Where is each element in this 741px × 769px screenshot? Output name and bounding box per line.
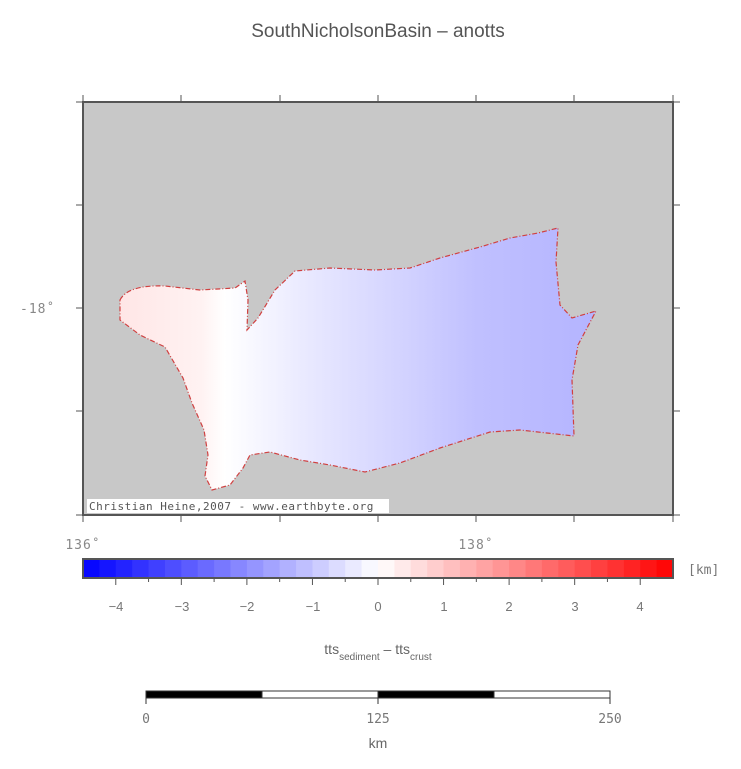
colorbar-tick-label: 1 [440,599,447,614]
colorbar-cell [541,559,559,578]
colorbar-cell [99,559,117,578]
colorbar-cell [656,559,674,578]
map-title: SouthNicholsonBasin – anotts [251,21,505,42]
colorbar-cell [263,559,281,578]
colorbar-cell [427,559,445,578]
colorbar-title: ttssediment – ttscrust [324,641,432,663]
colorbar-cell [378,559,395,578]
frame-ticks [76,95,680,522]
colorbar-cell [230,559,248,578]
scale-label-250: 250 [598,712,621,727]
colorbar-cell [361,559,379,578]
colorbar-cell [328,559,346,578]
map-frame: Christian Heine,2007 - www.earthbyte.org [76,95,680,522]
colorbar-title-sep: – tts [380,641,410,657]
colorbar-cell [246,559,264,578]
colorbar-ticks [115,578,641,585]
colorbar-tick-label: −4 [109,599,124,614]
colorbar-cell [181,559,199,578]
lat-label: -18˚ [20,301,55,317]
colorbar-cell [279,559,297,578]
colorbar-cells [83,559,674,578]
colorbar-cell [83,559,100,578]
colorbar-cell [197,559,215,578]
colorbar-cell [394,559,412,578]
colorbar: [km] −4 −3 −2 −1 0 1 2 3 4 [82,558,719,614]
colorbar-cell [115,559,133,578]
colorbar-cell [509,559,526,578]
scale-bar: 0 125 250 km [142,690,622,751]
colorbar-cell [148,559,166,578]
colorbar-cell [591,559,608,578]
colorbar-title-main: tts [324,641,339,657]
lon-label-136: 136˚ [65,537,100,553]
colorbar-cell [476,559,494,578]
colorbar-cell [459,559,477,578]
colorbar-cell [492,559,510,578]
lon-label-138: 138˚ [458,537,493,553]
colorbar-tick-label: 3 [571,599,578,614]
colorbar-cell [623,559,641,578]
colorbar-cell [345,559,363,578]
colorbar-cell [214,559,231,578]
colorbar-tick-label: −1 [306,599,321,614]
credit-box [87,499,389,513]
scale-label-125: 125 [366,712,389,727]
scale-unit: km [369,735,388,751]
credit-text: Christian Heine,2007 - www.earthbyte.org [89,500,374,513]
colorbar-title-sub1: sediment [339,652,380,663]
colorbar-cell [558,559,576,578]
colorbar-cell [132,559,150,578]
colorbar-cell [607,559,625,578]
colorbar-cell [640,559,658,578]
colorbar-unit: [km] [688,563,719,578]
colorbar-title-sub2: crust [410,652,432,663]
colorbar-cell [574,559,592,578]
colorbar-cell [296,559,313,578]
colorbar-tick-label: 2 [505,599,512,614]
colorbar-cell [312,559,330,578]
colorbar-cell [164,559,182,578]
colorbar-cell [410,559,428,578]
colorbar-tick-label: 0 [374,599,381,614]
colorbar-cell [525,559,543,578]
basin-polygon [119,227,598,491]
colorbar-tick-label: −3 [175,599,190,614]
colorbar-tick-label: 4 [636,599,643,614]
colorbar-tick-label: −2 [240,599,255,614]
colorbar-cell [443,559,461,578]
scale-label-0: 0 [142,712,150,727]
